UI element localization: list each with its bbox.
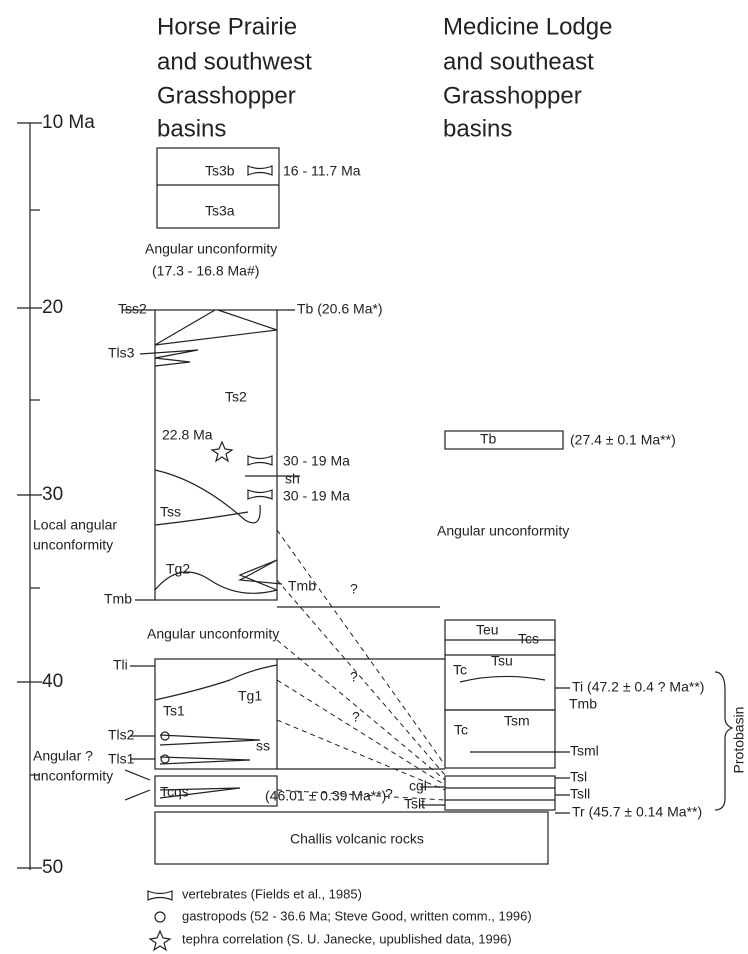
label: unconformity	[33, 537, 113, 553]
label: Tsm	[504, 713, 530, 729]
label: Tsl	[570, 769, 587, 785]
label: Tr (45.7 ± 0.14 Ma**)	[572, 804, 702, 820]
legend-entry: vertebrates (Fields et al., 1985)	[182, 886, 362, 901]
label: 16 - 11.7 Ma	[283, 163, 361, 179]
label: Tls2	[108, 727, 135, 743]
label: Tmb	[569, 696, 597, 712]
label: 30 - 19 Ma	[283, 453, 350, 469]
column-header: and southeast	[443, 48, 594, 75]
label: Angular unconformity	[147, 626, 279, 642]
label: 22.8 Ma	[162, 427, 213, 443]
time-label: 30	[42, 484, 63, 505]
time-label: 10 Ma	[42, 112, 95, 133]
label: cgl	[409, 778, 427, 794]
column-header: basins	[443, 115, 512, 142]
label: ?	[352, 709, 360, 725]
label: Ts1	[163, 703, 185, 719]
label: sh	[285, 471, 300, 487]
time-label: 20	[42, 297, 63, 318]
label: ?	[385, 786, 393, 802]
label: Tss	[160, 504, 181, 520]
label: (17.3 - 16.8 Ma#)	[152, 263, 259, 279]
label: Tli	[113, 657, 128, 673]
label: Tb (20.6 Ma*)	[297, 301, 383, 317]
label: Tmb	[288, 578, 316, 594]
label: ss	[256, 738, 270, 754]
label: ?	[350, 669, 358, 685]
label: Ts2	[225, 389, 247, 405]
label: Tcqs	[160, 784, 189, 800]
label: (27.4 ± 0.1 Ma**)	[570, 432, 676, 448]
label: Tsml	[570, 743, 599, 759]
label: Tb	[480, 431, 497, 447]
label: Ts3a	[205, 203, 235, 219]
label: ?	[350, 581, 358, 597]
label: Teu	[476, 622, 499, 638]
label: Tsu	[491, 653, 513, 669]
column-header: and southwest	[157, 48, 312, 75]
label: Local angular	[33, 517, 117, 533]
column-header: Grasshopper	[443, 82, 582, 109]
time-label: 50	[42, 857, 63, 878]
label: Tls1	[108, 751, 135, 767]
column-header: Horse Prairie	[157, 13, 297, 40]
label: Tg1	[238, 688, 262, 704]
label: 30 - 19 Ma	[283, 488, 350, 504]
label: Tmb	[104, 591, 132, 607]
label: Tcs	[518, 631, 539, 647]
label: Tsll	[570, 786, 590, 802]
label: Tslt	[404, 796, 425, 812]
label: Tss2	[118, 301, 147, 317]
column-header: basins	[157, 115, 226, 142]
label: Challis volcanic rocks	[290, 831, 424, 847]
label: Angular unconformity	[145, 241, 277, 257]
label: Tg2	[166, 561, 190, 577]
shapes	[17, 122, 734, 952]
label: Angular unconformity	[437, 523, 569, 539]
legend-entry: tephra correlation (S. U. Janecke, upubl…	[182, 931, 512, 946]
label: unconformity	[33, 768, 113, 784]
label: Ti (47.2 ± 0.4 ? Ma**)	[572, 679, 704, 695]
column-header: Grasshopper	[157, 82, 296, 109]
label: Ts3b	[205, 163, 235, 179]
label: Tls3	[108, 345, 135, 361]
column-header: Medicine Lodge	[443, 13, 612, 40]
legend-entry: gastropods (52 - 36.6 Ma; Steve Good, wr…	[182, 908, 532, 923]
label: Angular ?	[33, 748, 93, 764]
label: Protobasin	[731, 707, 747, 774]
time-label: 40	[42, 671, 63, 692]
label: (46.01 ± 0.39 Ma**)	[265, 788, 386, 804]
label: Tc	[453, 662, 467, 678]
label: Tc	[454, 722, 468, 738]
